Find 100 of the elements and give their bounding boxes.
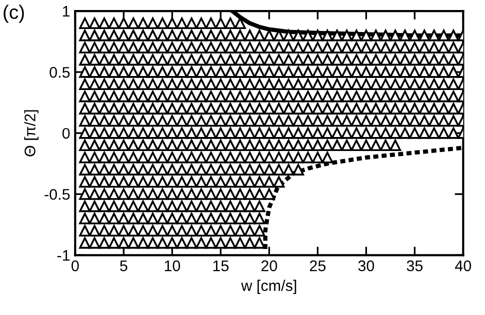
point <box>147 164 159 176</box>
point <box>156 54 168 66</box>
point <box>360 66 372 78</box>
point <box>408 66 420 78</box>
point <box>214 17 226 29</box>
point <box>166 115 178 127</box>
text: (c) <box>4 4 24 23</box>
point <box>166 42 178 54</box>
point <box>137 66 149 78</box>
point <box>322 66 334 78</box>
point <box>350 102 362 114</box>
point <box>214 152 226 164</box>
point <box>98 164 110 176</box>
point <box>370 115 382 127</box>
point <box>79 212 91 224</box>
point <box>370 30 382 42</box>
point <box>118 42 130 54</box>
point <box>380 102 392 114</box>
point <box>322 54 334 66</box>
y-tick-label: -0.5 <box>44 188 70 200</box>
point <box>88 102 100 114</box>
point <box>118 176 130 188</box>
point <box>108 140 120 152</box>
point <box>350 115 362 127</box>
point <box>341 90 353 102</box>
point <box>438 54 450 66</box>
point <box>360 140 372 152</box>
point <box>98 17 110 29</box>
point <box>128 17 140 29</box>
point <box>282 152 294 164</box>
point <box>273 115 285 127</box>
point <box>234 42 246 54</box>
point <box>176 176 188 188</box>
point <box>331 78 343 90</box>
point <box>205 90 217 102</box>
point <box>186 115 198 127</box>
point <box>88 30 100 42</box>
point <box>254 176 266 188</box>
point <box>263 30 275 42</box>
point <box>186 188 198 200</box>
point <box>360 115 372 127</box>
point <box>254 66 266 78</box>
point <box>118 188 130 200</box>
point <box>79 224 91 237</box>
point <box>224 102 236 114</box>
point <box>108 78 120 90</box>
point <box>254 42 266 54</box>
point <box>273 78 285 90</box>
point <box>263 176 275 188</box>
y-tick-label: -1 <box>57 250 70 261</box>
point <box>214 30 226 42</box>
point <box>418 102 430 114</box>
point <box>79 42 91 54</box>
point <box>205 140 217 152</box>
point <box>186 127 198 139</box>
point <box>205 127 217 139</box>
point <box>205 115 217 127</box>
point <box>292 152 304 164</box>
point <box>196 237 208 249</box>
point <box>224 152 236 164</box>
point <box>196 212 208 224</box>
point <box>292 66 304 78</box>
point <box>360 127 372 139</box>
point <box>380 42 392 54</box>
point <box>128 237 140 249</box>
point <box>244 188 256 200</box>
point <box>399 115 411 127</box>
point <box>128 102 140 114</box>
point <box>244 164 256 176</box>
point <box>418 42 430 54</box>
point <box>196 152 208 164</box>
point <box>79 102 91 114</box>
point <box>79 78 91 90</box>
point <box>282 90 294 102</box>
point <box>214 127 226 139</box>
point <box>428 42 440 54</box>
point <box>156 164 168 176</box>
point <box>312 90 324 102</box>
point <box>98 54 110 66</box>
point <box>322 90 334 102</box>
point <box>98 127 110 139</box>
point <box>282 164 294 176</box>
point <box>108 42 120 54</box>
point <box>205 102 217 114</box>
point <box>360 90 372 102</box>
point <box>214 200 226 212</box>
point <box>137 224 149 237</box>
point <box>282 30 294 42</box>
point <box>128 176 140 188</box>
point <box>254 90 266 102</box>
point <box>176 66 188 78</box>
point <box>302 102 314 114</box>
point <box>176 152 188 164</box>
point <box>118 152 130 164</box>
point <box>302 140 314 152</box>
point <box>88 78 100 90</box>
point <box>79 66 91 78</box>
point <box>205 212 217 224</box>
point <box>360 102 372 114</box>
point <box>79 164 91 176</box>
